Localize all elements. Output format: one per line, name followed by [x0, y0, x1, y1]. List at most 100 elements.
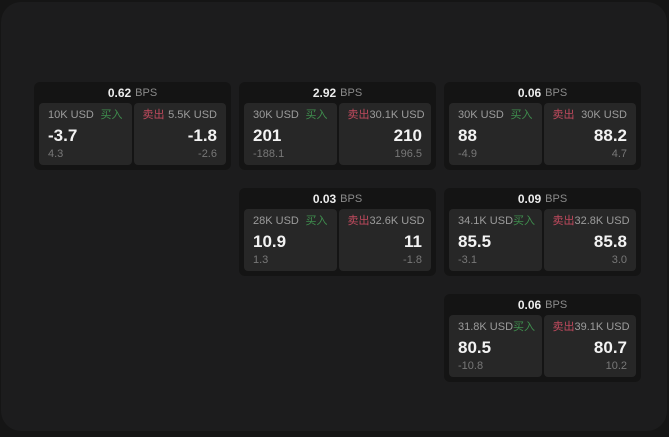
sell-size-label: 5.5K USD [168, 109, 217, 121]
buy-size-label: 10K USD [48, 109, 94, 121]
sell-price: 80.7 [593, 337, 627, 357]
sell-price: 85.8 [593, 231, 627, 251]
buy-price: 10.9 [253, 231, 287, 251]
bps-suffix-label: BPS [545, 192, 568, 205]
sell-panel[interactable]: 卖出 30.1K USD 210 196.5 [338, 103, 431, 165]
buy-panel[interactable]: 28K USD 买入 10.9 1.3 [244, 209, 337, 271]
buy-size-label: 34.1K USD [458, 215, 514, 227]
quote-panels: 30K USD 买入 201 -188.1 卖出 30.1K USD 210 1… [244, 103, 431, 165]
sell-size-label: 32.6K USD [369, 215, 425, 227]
buy-size-label: 30K USD [458, 109, 504, 121]
buy-price: 201 [253, 125, 282, 145]
sell-top-row: 卖出 32.6K USD [347, 215, 425, 227]
bps-suffix-label: BPS [135, 86, 158, 99]
buy-price: 88 [458, 125, 477, 145]
sell-panel[interactable]: 卖出 32.8K USD 85.8 3.0 [543, 209, 636, 271]
bps-suffix-label: BPS [340, 86, 363, 99]
sell-side-label: 卖出 [347, 215, 370, 227]
sell-top-row: 卖出 30K USD [553, 110, 628, 121]
bps-value: 2.92 [312, 85, 337, 100]
sell-panel[interactable]: 卖出 32.6K USD 11 -1.8 [338, 209, 431, 271]
buy-panel[interactable]: 31.8K USD 买入 80.5 -10.8 [449, 315, 542, 377]
bps-value: 0.06 [517, 297, 542, 312]
card-header: 0.06 BPS [449, 294, 636, 315]
bps-value: 0.62 [107, 85, 132, 100]
card-header: 2.92 BPS [244, 82, 431, 103]
buy-side-label: 买入 [100, 109, 123, 121]
quote-panels: 31.8K USD 买入 80.5 -10.8 卖出 39.1K USD 80.… [449, 315, 636, 377]
buy-sub-value: -188.1 [253, 148, 285, 160]
buy-top-row: 30K USD 买入 [458, 110, 533, 121]
quote-card: 0.06 BPS 31.8K USD 买入 80.5 -10.8 卖出 39.1… [444, 294, 641, 382]
sell-side-label: 卖出 [552, 109, 575, 121]
buy-size-label: 31.8K USD [458, 321, 514, 333]
quote-card: 0.09 BPS 34.1K USD 买入 85.5 -3.1 卖出 32.8K… [444, 188, 641, 276]
sell-size-label: 32.8K USD [574, 215, 630, 227]
buy-sub-value: -10.8 [458, 360, 484, 372]
buy-sub-value: 4.3 [48, 148, 64, 160]
sell-sub-value: 3.0 [611, 254, 627, 266]
buy-top-row: 31.8K USD 买入 [458, 321, 535, 333]
buy-side-label: 买入 [305, 109, 328, 121]
buy-side-label: 买入 [510, 109, 533, 121]
buy-sub-value: -3.1 [458, 254, 477, 266]
buy-price: 85.5 [458, 231, 492, 251]
sell-top-row: 卖出 5.5K USD [143, 110, 218, 121]
buy-panel[interactable]: 10K USD 买入 -3.7 4.3 [39, 103, 132, 165]
bps-value: 0.06 [517, 85, 542, 100]
sell-price: 88.2 [593, 125, 627, 145]
sell-side-label: 卖出 [347, 109, 370, 121]
quote-panels: 10K USD 买入 -3.7 4.3 卖出 5.5K USD -1.8 -2.… [39, 103, 226, 165]
bps-value: 0.09 [517, 191, 542, 206]
sell-side-label: 卖出 [552, 215, 575, 227]
quote-panels: 28K USD 买入 10.9 1.3 卖出 32.6K USD 11 -1.8 [244, 209, 431, 271]
app-window: 0.62 BPS 10K USD 买入 -3.7 4.3 卖出 5.5K USD… [1, 2, 667, 431]
buy-top-row: 30K USD 买入 [253, 110, 328, 121]
sell-price: -1.8 [187, 125, 217, 145]
sell-top-row: 卖出 30.1K USD [347, 109, 425, 121]
buy-top-row: 10K USD 买入 [48, 110, 123, 121]
quote-card: 0.06 BPS 30K USD 买入 88 -4.9 卖出 30K USD 8… [444, 82, 641, 170]
buy-top-row: 28K USD 买入 [253, 216, 328, 227]
buy-sub-value: -4.9 [458, 148, 477, 160]
sell-size-label: 39.1K USD [574, 321, 630, 333]
sell-panel[interactable]: 卖出 30K USD 88.2 4.7 [543, 103, 636, 165]
bps-value: 0.03 [312, 191, 337, 206]
card-header: 0.06 BPS [449, 82, 636, 103]
card-header: 0.03 BPS [244, 188, 431, 209]
buy-side-label: 买入 [305, 215, 328, 227]
card-header: 0.09 BPS [449, 188, 636, 209]
quote-grid: 0.62 BPS 10K USD 买入 -3.7 4.3 卖出 5.5K USD… [34, 82, 641, 382]
sell-sub-value: 4.7 [611, 148, 627, 160]
sell-panel[interactable]: 卖出 5.5K USD -1.8 -2.6 [133, 103, 226, 165]
quote-card: 2.92 BPS 30K USD 买入 201 -188.1 卖出 30.1K … [239, 82, 436, 170]
sell-size-label: 30.1K USD [369, 109, 425, 121]
sell-side-label: 卖出 [552, 321, 575, 333]
sell-price: 210 [393, 125, 422, 145]
buy-size-label: 28K USD [253, 215, 299, 227]
quote-panels: 30K USD 买入 88 -4.9 卖出 30K USD 88.2 4.7 [449, 103, 636, 165]
buy-price: -3.7 [48, 125, 78, 145]
buy-price: 80.5 [458, 337, 492, 357]
buy-panel[interactable]: 34.1K USD 买入 85.5 -3.1 [449, 209, 542, 271]
quote-panels: 34.1K USD 买入 85.5 -3.1 卖出 32.8K USD 85.8… [449, 209, 636, 271]
bps-suffix-label: BPS [545, 86, 568, 99]
sell-price: 11 [404, 231, 422, 251]
buy-sub-value: 1.3 [253, 254, 269, 266]
quote-card: 0.03 BPS 28K USD 买入 10.9 1.3 卖出 32.6K US… [239, 188, 436, 276]
sell-top-row: 卖出 32.8K USD [552, 215, 630, 227]
quote-card: 0.62 BPS 10K USD 买入 -3.7 4.3 卖出 5.5K USD… [34, 82, 231, 170]
sell-side-label: 卖出 [142, 109, 165, 121]
bps-suffix-label: BPS [340, 192, 363, 205]
buy-panel[interactable]: 30K USD 买入 201 -188.1 [244, 103, 337, 165]
bps-suffix-label: BPS [545, 298, 568, 311]
buy-side-label: 买入 [513, 215, 536, 227]
buy-panel[interactable]: 30K USD 买入 88 -4.9 [449, 103, 542, 165]
buy-size-label: 30K USD [253, 109, 299, 121]
sell-panel[interactable]: 卖出 39.1K USD 80.7 10.2 [543, 315, 636, 377]
card-header: 0.62 BPS [39, 82, 226, 103]
sell-size-label: 30K USD [581, 109, 627, 121]
sell-top-row: 卖出 39.1K USD [552, 321, 630, 333]
buy-top-row: 34.1K USD 买入 [458, 215, 536, 227]
sell-sub-value: -2.6 [198, 148, 217, 160]
